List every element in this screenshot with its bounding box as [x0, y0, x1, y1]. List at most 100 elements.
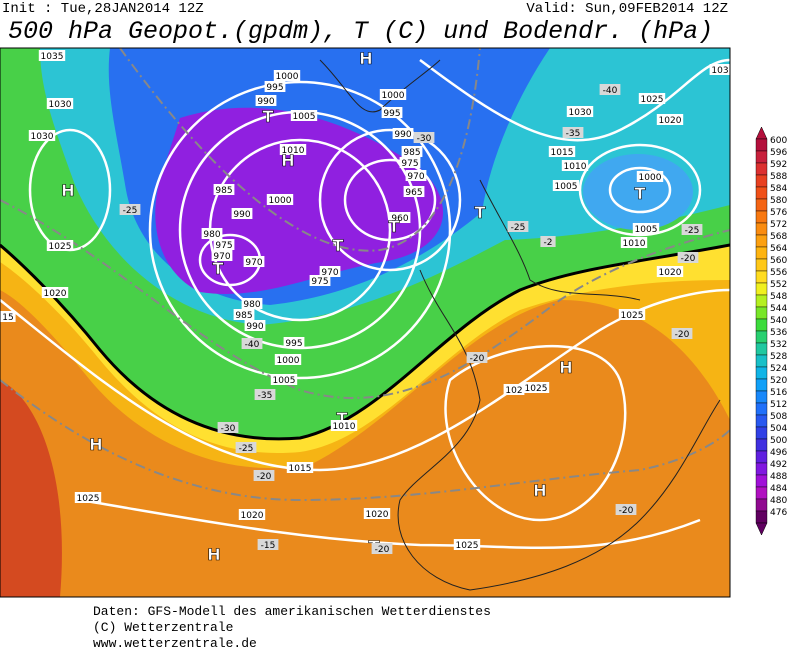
label-box	[46, 240, 74, 251]
isotherm-label: -20	[675, 330, 690, 340]
label-box	[244, 320, 266, 331]
pressure-center: T	[635, 184, 646, 203]
isobar-label: 1015	[551, 148, 574, 158]
pressure-center: H	[89, 435, 102, 454]
isobar-label: 1010	[564, 162, 587, 172]
label-box	[119, 204, 141, 215]
footer-line: www.wetterzentrale.de	[93, 636, 257, 648]
isobar-label: 1025	[621, 311, 644, 321]
colorbar-swatch	[755, 450, 768, 464]
colorbar-arrow	[755, 126, 768, 140]
label-box	[238, 509, 266, 520]
colorbar-swatch	[755, 378, 768, 392]
colorbar-label: 560	[770, 256, 787, 266]
label-box	[671, 328, 693, 339]
colorbar-label: 568	[770, 232, 787, 242]
colorbar-label: 528	[770, 352, 787, 362]
label-box	[656, 114, 684, 125]
colorbar-label: 580	[770, 196, 787, 206]
colorbar-label: 512	[770, 400, 787, 410]
isobar-label: 1000	[382, 91, 405, 101]
colorbar-swatch	[755, 210, 768, 224]
colorbar-swatch	[755, 510, 768, 524]
pressure-center: H	[61, 181, 74, 200]
isobar-label: 975	[401, 159, 418, 169]
colorbar-swatch	[755, 354, 768, 368]
colorbar-label: 552	[770, 280, 787, 290]
isobar-label: 985	[403, 148, 420, 158]
isobar-label: 970	[245, 258, 262, 268]
colorbar-swatch	[755, 138, 768, 152]
label-box	[599, 84, 621, 95]
colorbar-label: 524	[770, 364, 787, 374]
label-box	[522, 382, 550, 393]
colorbar-label: 516	[770, 388, 787, 398]
isobar-label: 1005	[555, 182, 578, 192]
isobar-label: 1000	[276, 72, 299, 82]
colorbar-label: 572	[770, 220, 787, 230]
label-box	[270, 374, 298, 385]
isobar-label: 1025	[456, 541, 479, 551]
pressure-center: H	[359, 49, 372, 68]
label-box	[266, 194, 294, 205]
label-box	[253, 470, 275, 481]
colorbar-label: 540	[770, 316, 787, 326]
isotherm-label: -20	[257, 472, 272, 482]
colorbar-swatch	[755, 474, 768, 488]
isotherm-label: -30	[417, 134, 432, 144]
label-box	[274, 354, 302, 365]
isobar-label: 1020	[44, 289, 67, 299]
label-box	[74, 492, 102, 503]
isobar-label: 1025	[641, 95, 664, 105]
colorbar-label: 564	[770, 244, 787, 254]
colorbar-label: 596	[770, 148, 787, 158]
colorbar-label: 600	[770, 136, 787, 146]
footer-line: (C) Wetterzentrale	[93, 620, 233, 635]
isotherm-label: -25	[239, 444, 254, 454]
label-box	[638, 93, 666, 104]
isobar-label: 995	[285, 339, 302, 349]
footer-line: Daten: GFS-Modell des amerikanischen Wet…	[93, 604, 491, 619]
isobar-label: 980	[203, 230, 220, 240]
isobar-label: 1015	[289, 464, 312, 474]
label-box	[413, 132, 435, 143]
label-box	[233, 309, 255, 320]
colorbar-label: 584	[770, 184, 787, 194]
label-box	[231, 208, 253, 219]
isotherm-label: -40	[603, 86, 618, 96]
colorbar-label: 556	[770, 268, 787, 278]
colorbar-label: 488	[770, 472, 787, 482]
label-box	[620, 237, 648, 248]
isobar-label: 1005	[273, 376, 296, 386]
colorbar-swatch	[755, 294, 768, 308]
colorbar-swatch	[755, 414, 768, 428]
isobar-label: 985	[235, 311, 252, 321]
label-box	[507, 221, 529, 232]
isobar-label: 1005	[635, 225, 658, 235]
isobar-label: 995	[383, 109, 400, 119]
colorbar-swatch	[755, 318, 768, 332]
label-box	[381, 107, 403, 118]
label-box	[241, 298, 263, 309]
isobar-label: 1035	[41, 52, 64, 62]
pressure-center: H	[559, 358, 572, 377]
colorbar-swatch	[755, 462, 768, 476]
label-box	[656, 266, 684, 277]
isobar-label: 975	[311, 277, 328, 287]
label-box	[399, 157, 421, 168]
colorbar-swatch	[755, 174, 768, 188]
label-box	[264, 81, 286, 92]
label-box	[290, 110, 318, 121]
colorbar-label: 592	[770, 160, 787, 170]
coastlines	[319, 59, 721, 591]
isobar-label: 1025	[49, 242, 72, 252]
colorbar-label: 492	[770, 460, 787, 470]
label-box	[283, 337, 305, 348]
pressure-center: T	[475, 203, 486, 222]
isotherm-label: -30	[221, 424, 236, 434]
map-frame	[0, 47, 731, 598]
label-box	[0, 311, 16, 322]
colorbar-label: 532	[770, 340, 787, 350]
isobar-label: 990	[257, 97, 274, 107]
